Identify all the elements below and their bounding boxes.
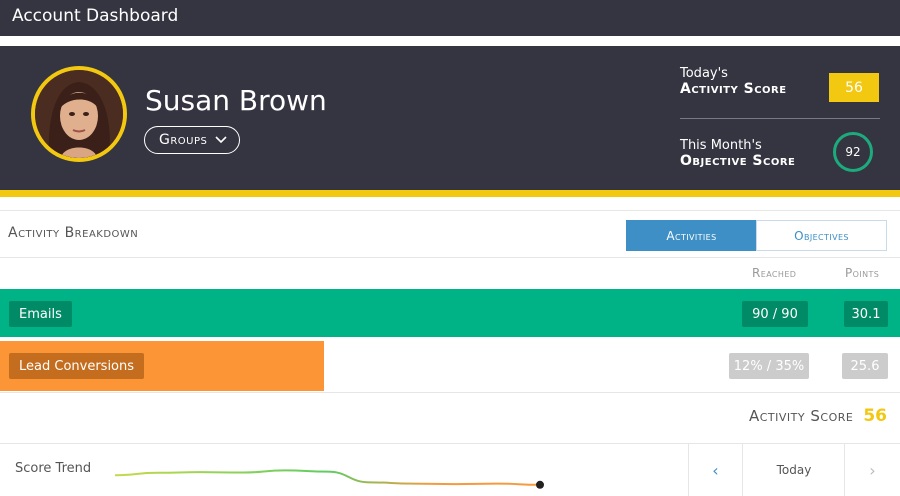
activity-score-total: Activity Score 56 bbox=[749, 406, 887, 426]
score-trend-label: Score Trend bbox=[15, 461, 92, 476]
groups-dropdown[interactable]: Groups bbox=[144, 126, 241, 154]
activity-row-lead-conversions[interactable]: Lead Conversions 12% / 35% 25.6 bbox=[0, 338, 900, 393]
profile-header: Susan Brown Groups Today's Activity Scor… bbox=[0, 46, 900, 190]
today-score-title: Activity Score bbox=[680, 81, 787, 97]
app-title: Account Dashboard bbox=[12, 6, 179, 26]
trend-end-dot bbox=[536, 480, 544, 489]
avatar[interactable] bbox=[31, 66, 127, 162]
month-score-block: This Month's Objective Score bbox=[680, 138, 880, 169]
today-score-caption: Today's bbox=[680, 66, 728, 81]
month-score-value: 92 bbox=[833, 132, 873, 172]
reached-value: 12% / 35% bbox=[729, 353, 809, 379]
period-label-text: Today bbox=[776, 463, 812, 477]
activity-score-label: Activity Score bbox=[748, 407, 854, 425]
next-period-button[interactable]: › bbox=[844, 444, 900, 496]
chevron-left-icon: ‹ bbox=[712, 460, 719, 480]
chevron-down-icon bbox=[215, 136, 227, 144]
spacer bbox=[0, 36, 900, 46]
month-score-title: Objective Score bbox=[680, 153, 796, 169]
activity-score-value: 56 bbox=[863, 406, 887, 426]
month-score-caption: This Month's bbox=[680, 138, 762, 153]
breakdown-title: Activity Breakdown bbox=[8, 225, 139, 241]
column-header-reached: Reached bbox=[752, 266, 797, 280]
score-trend-bar: Score Trend ‹ Today › bbox=[0, 443, 900, 496]
points-value: 25.6 bbox=[842, 353, 888, 379]
avatar-portrait bbox=[35, 70, 123, 158]
prev-period-button[interactable]: ‹ bbox=[688, 444, 742, 496]
activity-label: Emails bbox=[9, 301, 72, 327]
user-name: Susan Brown bbox=[145, 84, 327, 117]
today-score-value: 56 bbox=[829, 73, 879, 102]
points-value: 30.1 bbox=[844, 301, 888, 327]
tab-activities[interactable]: Activities bbox=[626, 220, 757, 251]
score-trend-sparkline bbox=[114, 469, 544, 489]
chevron-right-icon: › bbox=[869, 460, 876, 480]
header-accent-band bbox=[0, 190, 900, 197]
reached-value: 90 / 90 bbox=[742, 301, 808, 327]
tab-objectives[interactable]: Objectives bbox=[756, 220, 887, 251]
period-label[interactable]: Today bbox=[742, 444, 845, 496]
today-score-block: Today's Activity Score bbox=[680, 66, 880, 97]
breakdown-header: Activity Breakdown Activities Objectives bbox=[0, 210, 900, 258]
activity-label: Lead Conversions bbox=[9, 353, 145, 379]
activity-row-emails[interactable]: Emails 90 / 90 30.1 bbox=[0, 289, 900, 337]
score-divider bbox=[680, 118, 880, 119]
groups-label: Groups bbox=[159, 132, 208, 148]
app-title-bar: Account Dashboard bbox=[0, 0, 900, 36]
column-header-points: Points bbox=[845, 266, 880, 280]
